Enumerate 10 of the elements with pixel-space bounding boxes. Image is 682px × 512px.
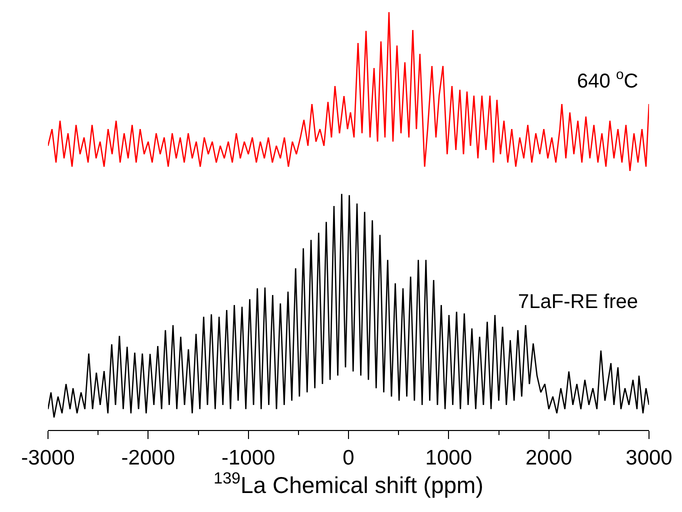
x-axis-title: $^{139}$La Chemical shift (ppm) [214, 469, 484, 498]
x-tick-label: 0 [342, 446, 354, 470]
x-tick-label: 1000 [425, 446, 472, 470]
series-label: 7LaF-RE free [518, 291, 638, 313]
x-tick-label: 3000 [626, 446, 672, 470]
x-tick-label: -3000 [21, 446, 75, 470]
series-label: 640 $^{o}$C [577, 66, 638, 92]
x-tick-label: -2000 [121, 446, 176, 470]
x-tick-label: 2000 [525, 446, 572, 470]
x-tick-label: -1000 [221, 446, 276, 470]
